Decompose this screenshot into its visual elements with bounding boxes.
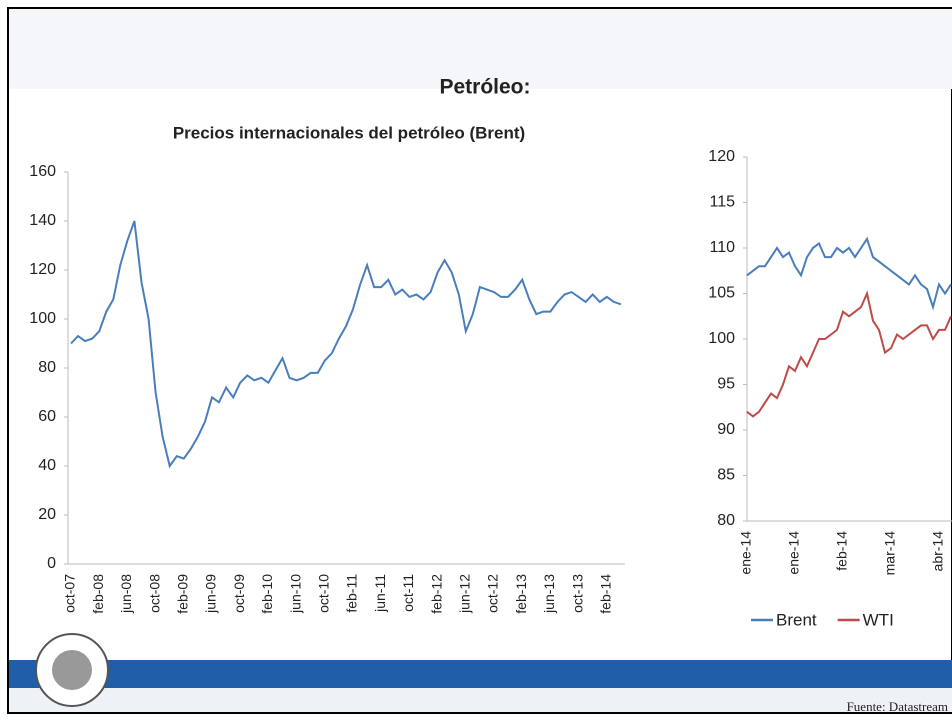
data-line: [746, 290, 952, 418]
y-tick-label: 90: [717, 421, 735, 438]
x-tick-label: jun-10: [287, 574, 303, 614]
data-line: [70, 220, 622, 469]
source: Fuente: Datastream: [847, 699, 948, 714]
logo-center: [52, 650, 92, 690]
x-tick-label: jun-12: [457, 574, 473, 614]
x-tick-label: jun-11: [372, 574, 388, 613]
y-tick-label: 85: [717, 467, 735, 484]
y-tick-label: 0: [47, 555, 56, 572]
y-tick-label: 100: [708, 330, 735, 347]
x-tick-label: feb-13: [513, 574, 529, 614]
x-tick-label: feb-08: [90, 574, 106, 614]
data-line: [746, 236, 952, 311]
x-tick-label: abr-14: [930, 531, 946, 572]
x-tick-label: jun-13: [541, 574, 557, 614]
footer-strip: [9, 688, 952, 712]
x-tick-label: jun-09: [203, 574, 219, 614]
y-tick-label: 80: [38, 359, 56, 376]
x-tick-label: oct-13: [569, 574, 585, 613]
y-tick-label: 120: [708, 148, 735, 165]
legend-label: Brent: [776, 610, 817, 629]
y-tick-label: 160: [29, 163, 56, 180]
x-tick-label: feb-11: [344, 574, 360, 613]
y-tick-label: 80: [717, 512, 735, 529]
y-tick-label: 60: [38, 408, 56, 425]
x-tick-label: jun-08: [118, 574, 134, 614]
y-tick-label: 110: [709, 239, 735, 256]
y-tick-label: 105: [708, 285, 735, 302]
x-tick-label: ene-14: [738, 531, 754, 575]
header-band: [9, 9, 952, 89]
slide-title: Petróleo:: [439, 76, 530, 99]
x-tick-label: feb-14: [834, 531, 850, 571]
x-tick-label: oct-08: [146, 574, 162, 613]
x-tick-label: feb-14: [598, 574, 614, 614]
x-tick-label: oct-11: [400, 574, 416, 612]
slide-frame: [7, 7, 952, 714]
footer-band: [9, 660, 952, 690]
y-tick-label: 120: [29, 261, 56, 278]
y-tick-label: 115: [709, 194, 735, 211]
x-tick-label: feb-12: [428, 574, 444, 614]
y-tick-label: 20: [38, 506, 56, 523]
y-tick-label: 100: [29, 310, 56, 327]
x-tick-label: ene-14: [786, 531, 802, 575]
x-tick-label: oct-10: [316, 574, 332, 613]
legend-label: WTI: [863, 610, 894, 629]
x-tick-label: feb-09: [175, 574, 191, 614]
y-tick-label: 140: [29, 212, 56, 229]
x-tick-label: feb-10: [259, 574, 275, 614]
y-tick-label: 40: [38, 457, 56, 474]
x-tick-label: oct-07: [62, 574, 78, 613]
y-tick-label: 95: [717, 376, 735, 393]
x-tick-label: oct-12: [485, 574, 501, 613]
x-tick-label: mar-14: [882, 531, 898, 576]
x-tick-label: oct-09: [231, 574, 247, 613]
chart-title: Precios internacionales del petróleo (Br…: [173, 123, 525, 142]
